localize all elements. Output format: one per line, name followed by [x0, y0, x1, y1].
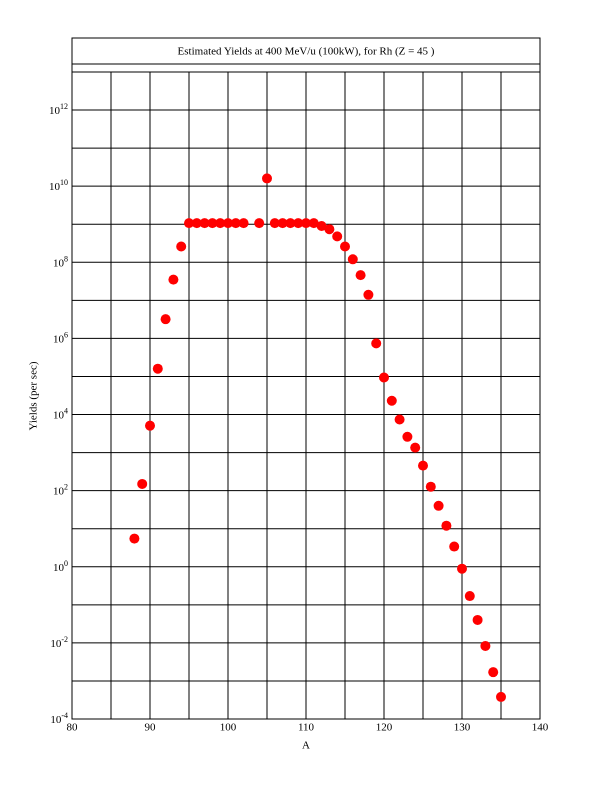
chart-title: Estimated Yields at 400 MeV/u (100kW), f…	[178, 46, 435, 58]
y-tick-label: 108	[53, 254, 68, 269]
point	[449, 541, 460, 552]
point	[269, 218, 280, 229]
point	[230, 218, 241, 229]
point	[308, 218, 319, 229]
point	[340, 241, 350, 252]
point	[285, 218, 296, 229]
y-tick-label: 106	[53, 330, 68, 345]
x-axis-label: A	[302, 740, 310, 752]
y-tick-label: 10-4	[50, 711, 68, 726]
point	[355, 270, 366, 281]
point	[418, 460, 428, 471]
x-tick-label: 100	[220, 722, 237, 734]
point	[425, 481, 436, 492]
point	[191, 218, 202, 229]
y-tick-label: 10-2	[50, 635, 68, 650]
point	[386, 395, 397, 406]
y-tick-label: 1010	[49, 178, 68, 193]
point	[347, 254, 358, 265]
point	[394, 414, 405, 425]
point	[402, 431, 413, 442]
point	[441, 520, 452, 531]
point	[238, 218, 249, 229]
point	[176, 241, 187, 252]
point	[277, 218, 288, 229]
point	[488, 667, 499, 678]
point	[332, 231, 343, 242]
point	[363, 289, 374, 300]
x-tick-label: 130	[454, 722, 471, 734]
point	[168, 274, 179, 285]
point	[160, 314, 171, 325]
x-tick-label: 90	[145, 722, 157, 734]
point	[496, 691, 506, 702]
point	[472, 614, 483, 625]
point	[215, 218, 226, 229]
point	[480, 640, 491, 651]
x-tick-label: 80	[67, 722, 79, 734]
y-tick-label: 1012	[49, 102, 68, 117]
point	[293, 218, 304, 229]
y-axis-label: Yields (per sec)	[28, 361, 40, 430]
point	[262, 173, 272, 184]
point	[324, 224, 335, 235]
x-tick-label: 140	[532, 722, 549, 734]
point	[457, 563, 467, 574]
point	[371, 338, 382, 349]
y-tick-label: 100	[53, 559, 68, 574]
point	[379, 372, 389, 383]
point	[464, 591, 475, 602]
point	[207, 218, 218, 229]
x-tick-label: 120	[376, 722, 393, 734]
point	[145, 420, 155, 431]
point	[301, 218, 311, 229]
point	[223, 218, 233, 229]
point	[254, 218, 265, 229]
y-tick-label: 104	[53, 407, 68, 422]
point	[137, 478, 148, 489]
point	[410, 442, 421, 453]
point	[184, 218, 194, 229]
point	[152, 363, 163, 374]
y-tick-label: 102	[53, 483, 68, 498]
point	[129, 533, 140, 544]
point	[316, 220, 327, 231]
point	[433, 500, 444, 511]
x-tick-label: 110	[298, 722, 315, 734]
point	[199, 218, 210, 229]
